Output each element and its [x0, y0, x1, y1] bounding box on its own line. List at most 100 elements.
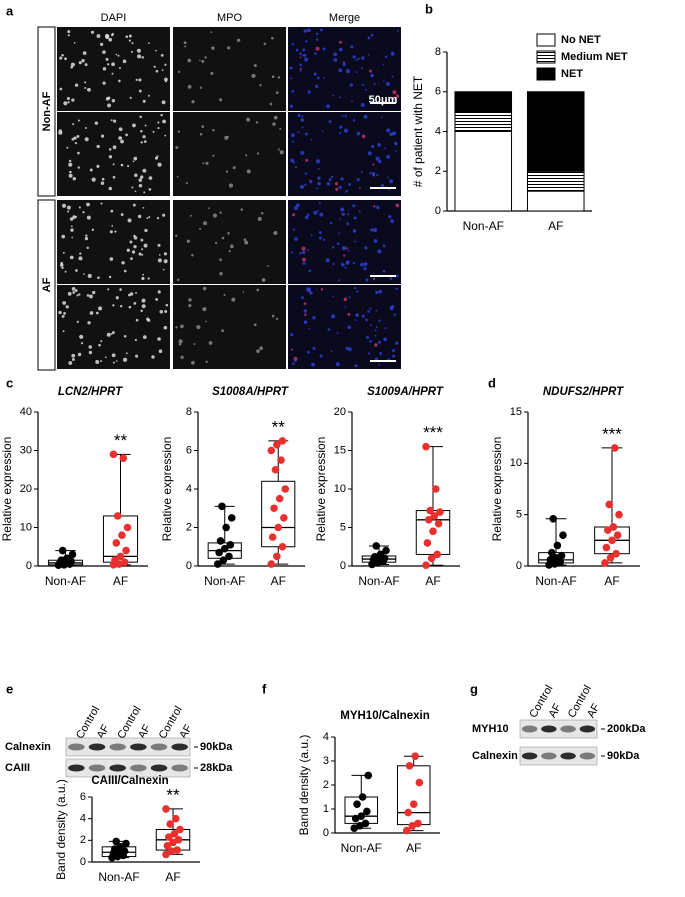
cell	[395, 341, 399, 345]
cell	[73, 42, 76, 44]
cell	[139, 175, 144, 179]
cell	[341, 262, 344, 266]
y-tick-label: 2	[80, 834, 86, 846]
cell	[164, 134, 167, 137]
cell	[327, 328, 331, 331]
cell	[109, 257, 114, 261]
cell	[303, 302, 307, 305]
cell	[108, 275, 112, 279]
cell	[84, 86, 87, 89]
data-point	[553, 541, 562, 550]
cell	[158, 254, 161, 256]
cell	[106, 332, 111, 337]
cell	[333, 52, 338, 57]
data-point	[216, 537, 225, 545]
cell	[326, 104, 330, 109]
cell	[227, 232, 230, 235]
cell	[373, 82, 376, 86]
cell	[69, 170, 72, 174]
cell	[140, 238, 144, 242]
cell	[253, 64, 257, 68]
cell	[322, 238, 326, 241]
cell	[212, 213, 218, 218]
band	[150, 743, 168, 751]
cell	[128, 34, 132, 38]
cell	[304, 320, 308, 324]
cell	[157, 290, 161, 294]
cell	[105, 97, 110, 101]
cell	[67, 30, 71, 34]
cell	[322, 47, 326, 51]
data-point	[173, 846, 181, 854]
y-tick-label: 40	[20, 406, 32, 418]
cell	[139, 115, 142, 119]
cell	[117, 54, 120, 57]
cell	[309, 287, 311, 290]
cell	[363, 114, 368, 119]
cell	[354, 364, 358, 368]
y-tick-label: 4	[186, 483, 192, 495]
data-point	[415, 778, 424, 787]
cell	[335, 187, 339, 191]
cell	[164, 63, 167, 66]
size-label: 90kDa	[607, 750, 640, 762]
cell	[100, 202, 103, 205]
cell	[205, 320, 207, 323]
cell	[382, 63, 385, 66]
cell	[260, 212, 264, 215]
cell	[71, 357, 75, 361]
cell	[63, 311, 66, 315]
cell	[115, 296, 119, 300]
blot-strip	[65, 737, 191, 757]
micrograph	[173, 27, 286, 111]
blot-strip	[519, 746, 598, 766]
cell	[141, 304, 146, 309]
cell	[392, 131, 397, 136]
cell	[85, 234, 88, 237]
data-point	[549, 514, 557, 523]
cell	[291, 348, 294, 351]
cell	[138, 178, 143, 182]
bar-segment	[454, 111, 513, 132]
cell	[379, 352, 383, 355]
cell	[76, 320, 79, 323]
y-tick-label: 0	[435, 205, 441, 217]
cell	[133, 234, 136, 238]
cell	[125, 35, 129, 39]
band	[109, 764, 126, 772]
cell	[65, 305, 69, 309]
cell	[88, 350, 93, 355]
band	[579, 725, 596, 733]
cell	[389, 277, 393, 280]
data-point	[602, 543, 611, 552]
data-point	[219, 556, 228, 565]
cell	[361, 84, 364, 86]
cell	[116, 360, 118, 362]
cell	[205, 161, 209, 165]
micrograph-bg	[57, 200, 170, 284]
cell	[299, 63, 303, 67]
cell	[164, 77, 168, 82]
data-point	[414, 819, 422, 828]
cell	[308, 327, 311, 330]
data-point	[162, 805, 170, 813]
data-point	[358, 793, 367, 801]
cell	[203, 221, 208, 226]
micrograph	[57, 285, 170, 369]
bar-segment	[454, 91, 513, 113]
cell	[382, 244, 386, 248]
cell	[320, 288, 324, 291]
cell	[142, 135, 146, 139]
size-label: 200kDa	[607, 723, 646, 735]
cell	[148, 176, 153, 180]
cell	[343, 297, 348, 302]
band	[560, 725, 576, 733]
data-point	[116, 552, 125, 561]
cell	[196, 325, 201, 330]
cell	[372, 174, 375, 177]
cell	[143, 243, 148, 248]
cell	[293, 228, 296, 231]
cell	[131, 250, 136, 254]
data-point	[548, 548, 556, 557]
significance: **	[272, 417, 286, 436]
